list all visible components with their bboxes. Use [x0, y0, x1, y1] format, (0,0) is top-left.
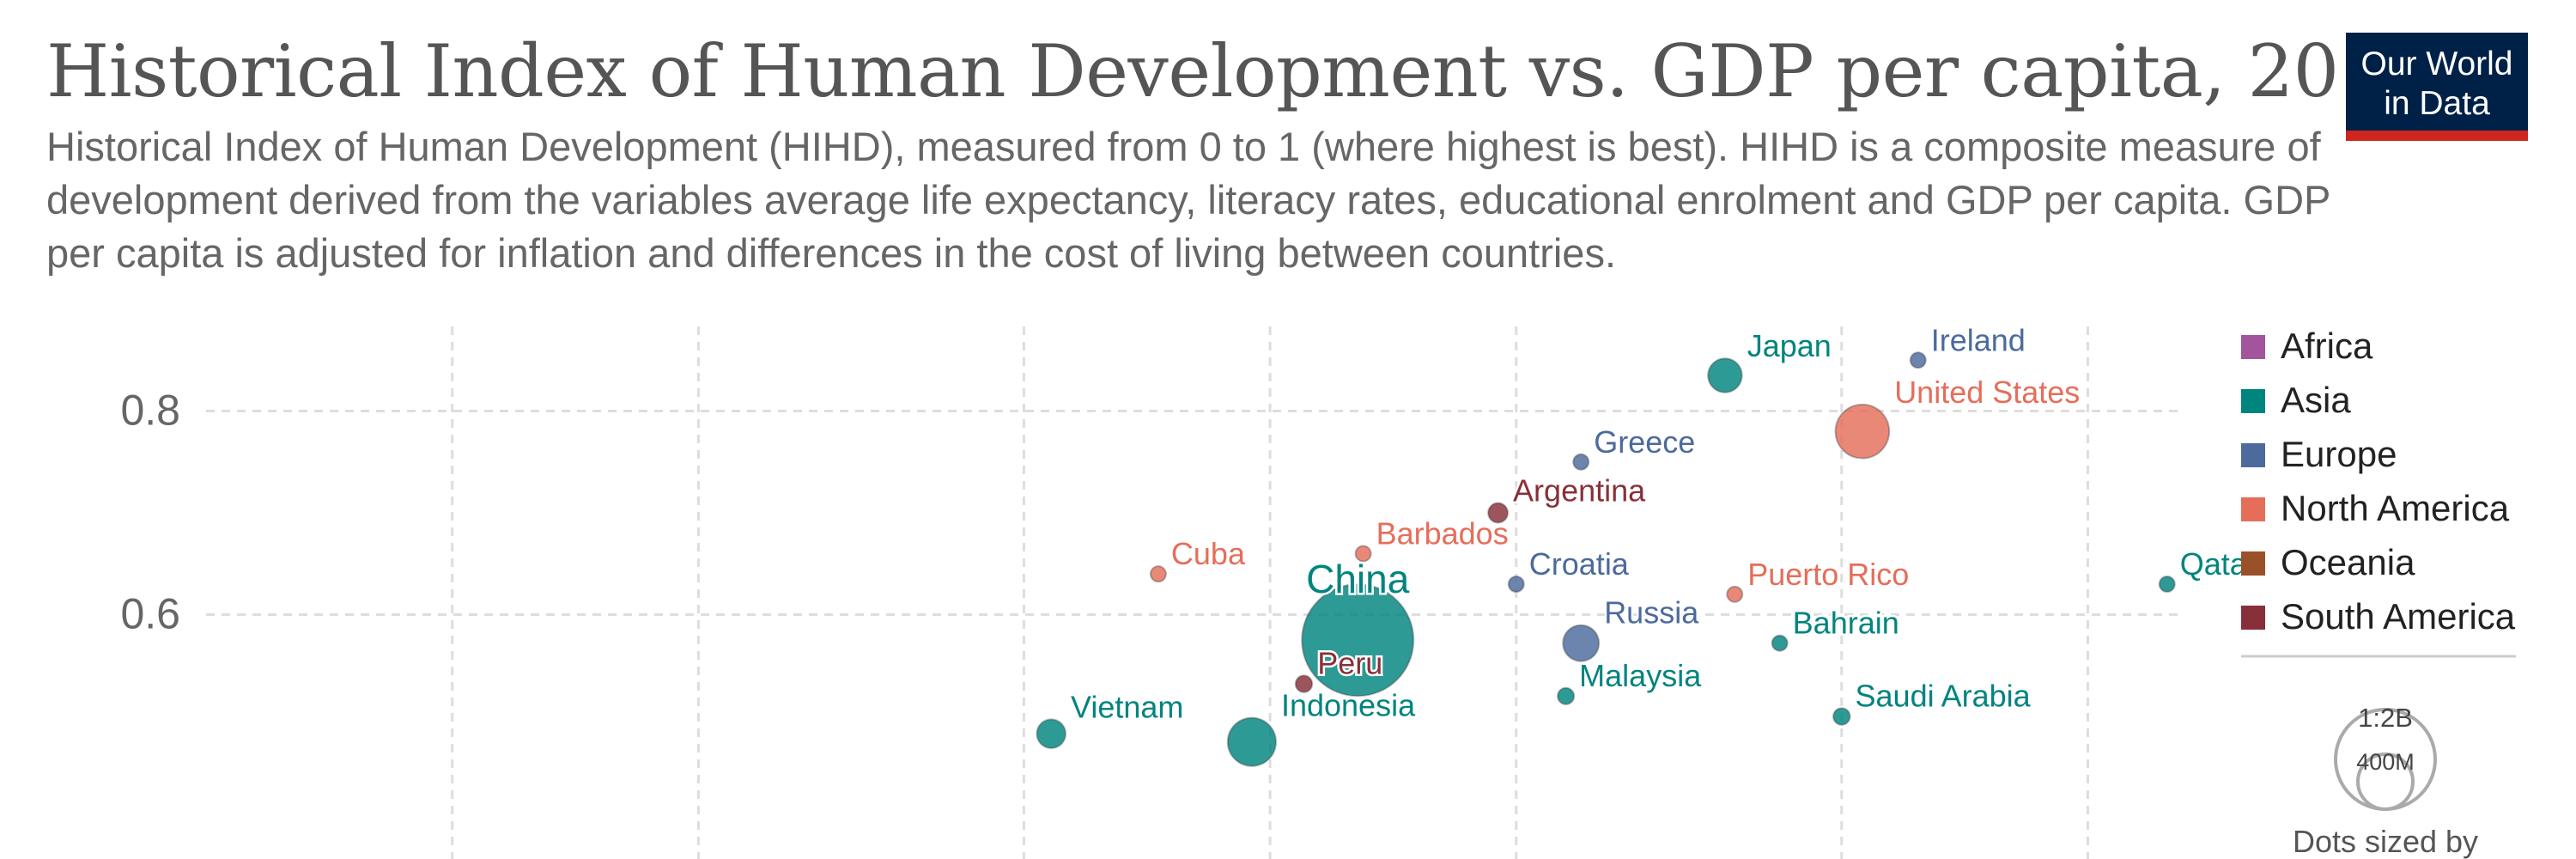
data-point — [1726, 585, 1744, 603]
legend-swatch — [2241, 551, 2265, 576]
chart-title: Historical Index of Human Development vs… — [46, 29, 2430, 113]
data-point — [1707, 357, 1743, 393]
data-point — [1354, 545, 1372, 563]
legend: Africa Asia Europe North America Oceania Sout… — [2241, 326, 2516, 658]
point-label: China — [1306, 557, 1410, 601]
our-world-in-data-logo[interactable]: Our World in Data — [2346, 33, 2528, 141]
data-point — [1832, 707, 1851, 726]
data-point — [1557, 686, 1576, 705]
y-tick-label: 0.8 — [120, 387, 180, 435]
point-label: Indonesia — [1281, 688, 1416, 723]
chart-subtitle: Historical Index of Human Development (H… — [46, 124, 2330, 276]
size-legend: 1:2B 400M Dots sized by — [2293, 703, 2478, 859]
data-point — [1562, 624, 1601, 662]
legend-swatch — [2241, 389, 2265, 413]
size-legend-small-label: 400M — [2356, 749, 2415, 775]
legend-label: Europe — [2281, 434, 2397, 474]
point-label: Russia — [1604, 595, 1699, 631]
legend-label: Africa — [2281, 326, 2373, 366]
point-label: Vietnam — [1071, 689, 1183, 724]
size-legend-circle-small — [2356, 752, 2415, 811]
point-label: Puerto Rico — [1747, 557, 1909, 592]
legend-swatch — [2241, 497, 2265, 521]
legend-label: Oceania — [2281, 542, 2415, 582]
data-point — [1294, 674, 1314, 693]
legend-swatch — [2241, 335, 2265, 359]
point-label: United States — [1894, 375, 2080, 410]
logo-line-2: in Data — [2384, 85, 2490, 122]
point-label: Malaysia — [1579, 658, 1702, 693]
point-label: Croatia — [1529, 546, 1630, 582]
point-label: Cuba — [1171, 536, 1246, 571]
data-point — [1507, 576, 1525, 593]
legend-label: North America — [2281, 488, 2510, 528]
size-legend-caption: Dots sized by — [2293, 824, 2478, 859]
y-tick-label: 0.6 — [120, 590, 180, 638]
data-point — [1149, 565, 1167, 583]
data-point — [1301, 583, 1415, 698]
point-label: Greece — [1594, 424, 1695, 460]
data-point — [1909, 351, 1927, 369]
legend-label: South America — [2281, 596, 2516, 637]
size-legend-large-label: 1:2B — [2358, 703, 2413, 733]
point-label: Peru — [1317, 645, 1382, 680]
point-label: Argentina — [1513, 473, 1646, 509]
legend-swatch — [2241, 443, 2265, 467]
data-point — [1036, 718, 1067, 750]
data-point — [1226, 716, 1277, 767]
legend-label: Asia — [2281, 380, 2351, 420]
point-label: Saudi Arabia — [1856, 678, 2032, 713]
logo-line-1: Our World — [2360, 46, 2513, 82]
data-point — [1834, 403, 1891, 460]
point-label: Japan — [1747, 328, 1832, 363]
legend-swatch — [2241, 606, 2265, 630]
point-label: Bahrain — [1793, 606, 1899, 641]
data-point — [1771, 634, 1789, 652]
point-label: Barbados — [1376, 515, 1509, 551]
point-label: Ireland — [1931, 322, 2026, 357]
data-point — [1487, 502, 1510, 524]
data-point — [1572, 453, 1590, 471]
data-point — [2158, 576, 2176, 593]
